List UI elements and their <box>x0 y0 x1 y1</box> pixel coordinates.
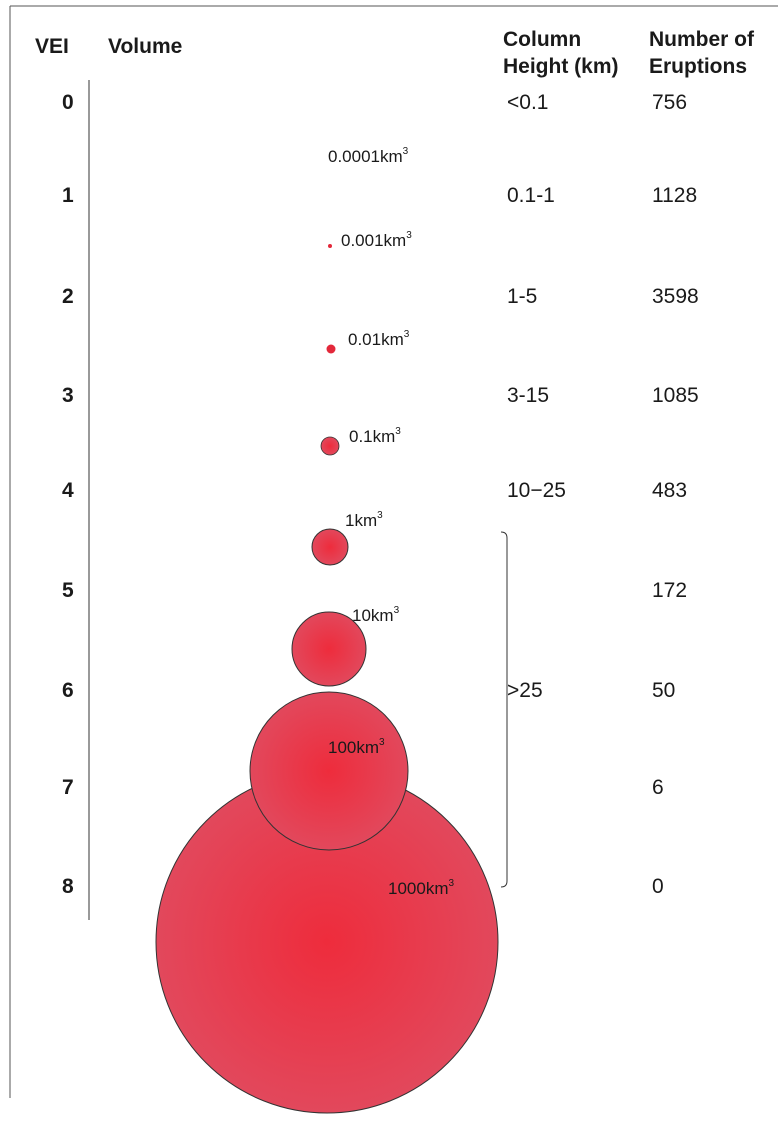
header-column-line1: Column <box>503 28 581 51</box>
header-column-line2: Height (km) <box>503 55 619 78</box>
vei-value: 0 <box>62 91 74 114</box>
height-value: 3-15 <box>507 384 549 407</box>
vei-value: 7 <box>62 776 74 799</box>
eruptions-value: 172 <box>652 579 687 602</box>
volume-circle-0.001 <box>328 244 332 248</box>
vei-value: 2 <box>62 285 74 308</box>
volume-labels: 0.0001km3 0.001km3 0.01km3 0.1km3 1km3 1… <box>328 146 454 898</box>
eruptions-value: 1085 <box>652 384 699 407</box>
volume-circle-0.1 <box>320 436 340 456</box>
height-column: <0.1 0.1-1 1-5 3-15 10−25 >25 <box>507 91 566 702</box>
height-value: 1-5 <box>507 285 537 308</box>
volume-label: 100km3 <box>328 737 385 757</box>
volume-label: 0.001km3 <box>341 230 412 250</box>
vei-value: 5 <box>62 579 74 602</box>
vei-value: 8 <box>62 875 74 898</box>
volume-label: 0.01km3 <box>348 329 410 349</box>
volume-label: 10km3 <box>352 605 400 625</box>
height-bracket <box>500 531 508 888</box>
eruptions-value: 6 <box>652 776 664 799</box>
eruptions-column: 756 1128 3598 1085 483 172 50 6 0 <box>652 91 699 898</box>
height-value: 0.1-1 <box>507 184 555 207</box>
header-vei: VEI <box>35 35 69 58</box>
volume-circle-100 <box>249 691 409 851</box>
header-eruptions-line2: Eruptions <box>649 55 747 78</box>
header-volume: Volume <box>108 35 182 58</box>
volume-circle-10 <box>291 611 367 687</box>
volume-label: 1000km3 <box>388 878 454 898</box>
eruptions-value: 483 <box>652 479 687 502</box>
eruptions-value: 0 <box>652 875 664 898</box>
eruptions-value: 756 <box>652 91 687 114</box>
vei-value: 1 <box>62 184 74 207</box>
volume-label: 1km3 <box>345 510 383 530</box>
volume-circle-1 <box>311 528 349 566</box>
eruptions-value: 50 <box>652 679 675 702</box>
volume-circles <box>155 244 499 1114</box>
header-eruptions-line1: Number of <box>649 28 755 51</box>
eruptions-value: 3598 <box>652 285 699 308</box>
vei-value: 3 <box>62 384 74 407</box>
eruptions-value: 1128 <box>652 184 697 207</box>
vei-value: 6 <box>62 679 74 702</box>
height-bracket-label: >25 <box>507 679 543 702</box>
height-value: <0.1 <box>507 91 548 114</box>
volume-circle-0.01 <box>326 344 336 354</box>
volume-label: 0.1km3 <box>349 426 401 446</box>
volume-label: 0.0001km3 <box>328 146 409 166</box>
vei-column: 0 1 2 3 4 5 6 7 8 <box>62 91 74 898</box>
vei-value: 4 <box>62 479 74 502</box>
height-value: 10−25 <box>507 479 566 502</box>
